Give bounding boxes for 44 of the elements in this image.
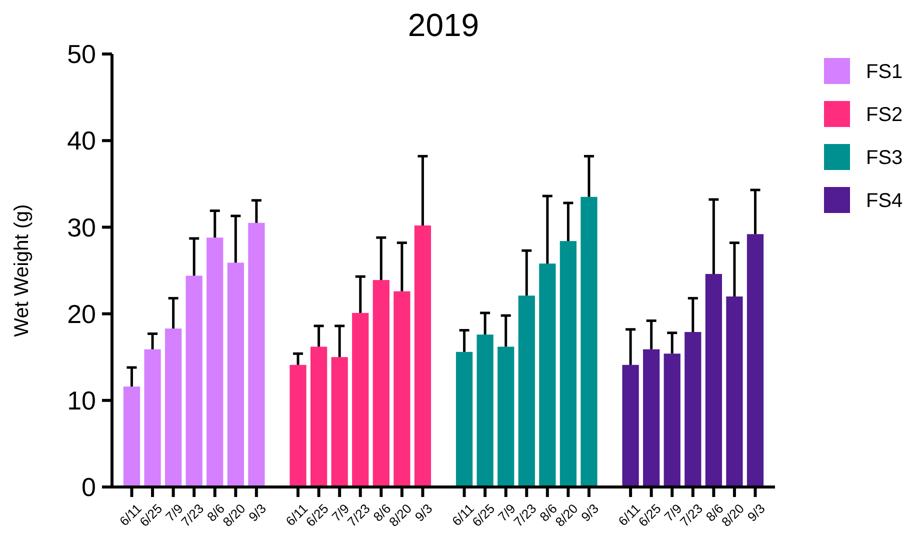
bar [539, 264, 556, 487]
bar [476, 334, 494, 487]
x-tick-label: 9/3 [412, 500, 436, 524]
y-tick-label: 0 [82, 472, 96, 502]
y-tick-label: 20 [67, 298, 96, 329]
legend-label: FS2 [866, 104, 903, 126]
legend-label: FS3 [866, 147, 903, 169]
y-axis-title: Wet Weight (g) [11, 204, 33, 337]
bar [165, 328, 182, 487]
x-tick-label: 9/3 [578, 500, 602, 524]
legend-label: FS4 [866, 190, 903, 212]
bar [643, 349, 660, 487]
bar [331, 357, 348, 487]
x-tick-label: 9/3 [246, 500, 270, 524]
bar [227, 262, 244, 487]
y-tick-label: 40 [67, 126, 96, 156]
bar [372, 280, 390, 487]
bar [186, 276, 202, 487]
bar [498, 346, 514, 487]
bar [290, 364, 306, 487]
y-tick-label: 50 [67, 39, 96, 70]
y-tick-label: 10 [67, 386, 96, 416]
bar [206, 238, 224, 487]
bar [726, 296, 743, 487]
bar [123, 386, 140, 487]
bar [352, 312, 369, 487]
bar [518, 296, 535, 487]
bar [746, 234, 764, 487]
chart-title: 2019 [408, 7, 480, 43]
bar [560, 241, 577, 487]
bar [414, 225, 432, 487]
bar [664, 354, 680, 487]
x-tick-label: 9/3 [744, 500, 768, 524]
bar [248, 222, 265, 487]
bar [684, 332, 702, 487]
bar [580, 196, 598, 487]
legend-label: FS1 [866, 61, 903, 83]
bar [144, 349, 161, 487]
bar [622, 364, 639, 487]
bar [394, 291, 410, 487]
bar [310, 346, 328, 487]
y-tick-label: 30 [67, 212, 96, 242]
bar [705, 274, 722, 487]
bar [456, 352, 473, 487]
